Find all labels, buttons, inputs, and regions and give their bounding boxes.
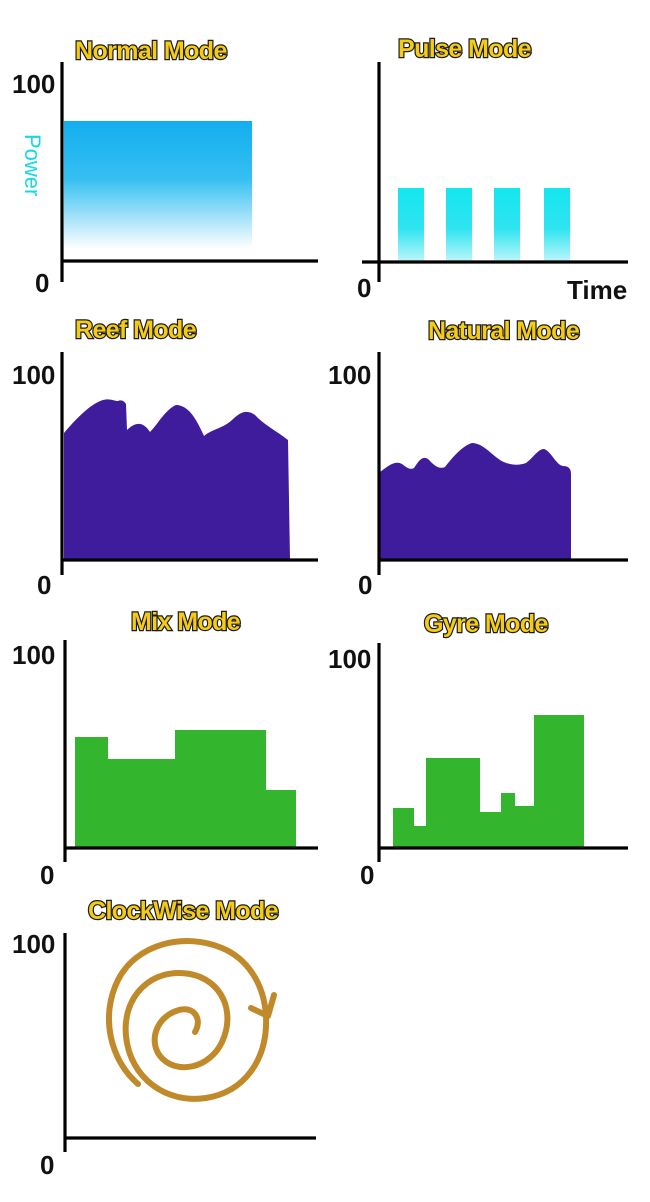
axes <box>63 933 316 1152</box>
y-min-tick: 0 <box>40 1150 54 1180</box>
pulse-bar <box>494 188 520 262</box>
y-max-tick: 100 <box>328 360 371 390</box>
panel-clockwise: ClockWise Mode 100 0 <box>12 896 316 1180</box>
panel-title: Normal Mode <box>75 37 227 65</box>
power-area <box>64 121 252 249</box>
panel-title: ClockWise Mode <box>88 897 279 925</box>
axes <box>362 62 628 282</box>
axes <box>60 352 318 575</box>
y-max-tick: 100 <box>12 640 55 670</box>
y-max-tick: 100 <box>328 644 371 674</box>
clockwise-spiral-icon <box>105 938 270 1102</box>
axes <box>63 640 318 862</box>
panel-pulse: Pulse Mode 0 Time <box>357 34 628 305</box>
panel-normal: Normal Mode 100 0 Power <box>12 36 318 298</box>
panel-reef: Reef Mode 100 0 <box>12 315 318 600</box>
axes <box>377 643 628 862</box>
y-max-tick: 100 <box>12 929 55 959</box>
y-max-tick: 100 <box>12 360 55 390</box>
power-area <box>64 399 290 560</box>
pulse-bar <box>544 188 570 262</box>
panel-title: Pulse Mode <box>398 35 532 63</box>
panel-title: Natural Mode <box>428 317 580 345</box>
y-min-tick: 0 <box>40 860 54 890</box>
panel-title: Gyre Mode <box>424 610 548 638</box>
y-max-tick: 100 <box>12 69 55 99</box>
pulse-bar <box>398 188 424 262</box>
panel-natural: Natural Mode 100 0 <box>328 316 628 600</box>
panel-gyre: Gyre Mode 100 0 <box>328 609 628 890</box>
y-min-tick: 0 <box>357 273 371 303</box>
y-min-tick: 0 <box>358 570 372 600</box>
panel-mix: Mix Mode 100 0 <box>12 607 318 890</box>
panel-title: Mix Mode <box>131 608 241 636</box>
power-area <box>75 730 296 848</box>
y-min-tick: 0 <box>360 860 374 890</box>
panel-title: Reef Mode <box>75 316 197 344</box>
y-min-tick: 0 <box>35 268 49 298</box>
arrowhead-icon <box>248 992 277 1019</box>
axes <box>60 62 318 282</box>
y-axis-label: Power <box>20 134 45 196</box>
x-axis-label: Time <box>567 275 627 305</box>
power-area <box>393 715 584 848</box>
axes <box>377 352 628 575</box>
power-area <box>380 443 571 560</box>
y-min-tick: 0 <box>37 570 51 600</box>
pulse-bar <box>446 188 472 262</box>
